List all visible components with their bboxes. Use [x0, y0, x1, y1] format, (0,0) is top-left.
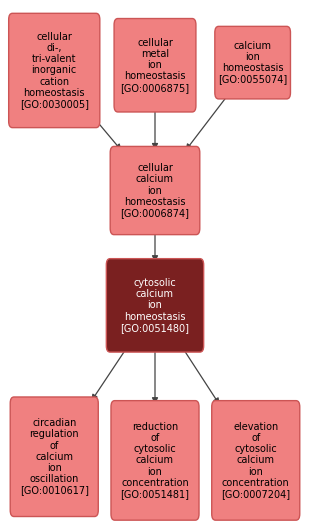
FancyBboxPatch shape — [9, 14, 100, 128]
FancyBboxPatch shape — [111, 401, 199, 520]
FancyBboxPatch shape — [114, 19, 196, 112]
FancyBboxPatch shape — [106, 259, 204, 352]
FancyBboxPatch shape — [10, 397, 98, 517]
Text: cellular
metal
ion
homeostasis
[GO:0006875]: cellular metal ion homeostasis [GO:00068… — [121, 38, 189, 92]
Text: calcium
ion
homeostasis
[GO:0055074]: calcium ion homeostasis [GO:0055074] — [218, 41, 287, 85]
FancyBboxPatch shape — [110, 146, 200, 235]
Text: circadian
regulation
of
calcium
ion
oscillation
[GO:0010617]: circadian regulation of calcium ion osci… — [20, 418, 89, 495]
FancyBboxPatch shape — [212, 401, 300, 520]
Text: cellular
calcium
ion
homeostasis
[GO:0006874]: cellular calcium ion homeostasis [GO:000… — [121, 163, 189, 218]
Text: elevation
of
cytosolic
calcium
ion
concentration
[GO:0007204]: elevation of cytosolic calcium ion conce… — [221, 422, 290, 499]
Text: reduction
of
cytosolic
calcium
ion
concentration
[GO:0051481]: reduction of cytosolic calcium ion conce… — [121, 422, 189, 499]
Text: cytosolic
calcium
ion
homeostasis
[GO:0051480]: cytosolic calcium ion homeostasis [GO:00… — [121, 278, 189, 333]
FancyBboxPatch shape — [215, 26, 290, 99]
Text: cellular
di-,
tri-valent
inorganic
cation
homeostasis
[GO:0030005]: cellular di-, tri-valent inorganic catio… — [20, 32, 89, 109]
